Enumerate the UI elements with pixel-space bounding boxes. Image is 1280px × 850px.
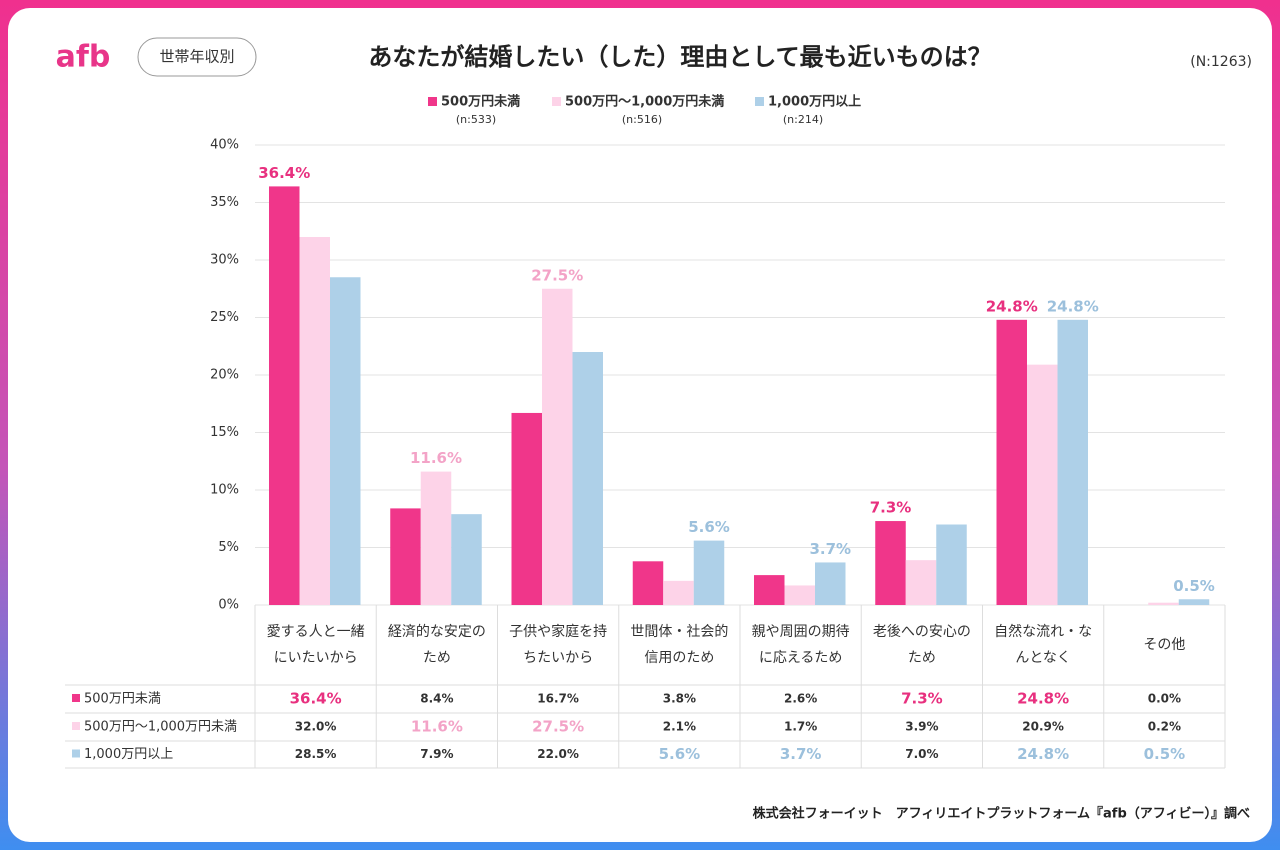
x-tick-label: その他: [1143, 637, 1186, 653]
table-cell: 36.4%: [290, 690, 342, 708]
row-swatch: [72, 749, 80, 758]
table-cell: 2.1%: [663, 720, 696, 734]
y-tick-label: 10%: [210, 483, 239, 498]
bar: [542, 288, 573, 605]
x-tick-label: 自然な流れ・なんとなく: [994, 624, 1093, 666]
table-cell: 0.0%: [1148, 692, 1181, 706]
y-tick-label: 5%: [218, 540, 239, 555]
table-cell: 2.6%: [784, 692, 817, 706]
legend-sample: (n:516): [622, 113, 662, 126]
bar-label: 27.5%: [531, 266, 583, 284]
y-tick-label: 15%: [210, 425, 239, 440]
badge-box: [137, 37, 257, 77]
bar: [299, 237, 330, 605]
bar: [269, 186, 300, 605]
bar: [420, 471, 452, 605]
legend-label: 1,000万円以上: [768, 95, 861, 110]
table-cell: 24.8%: [1017, 745, 1069, 763]
y-tick-label: 40%: [210, 138, 239, 153]
legend-sample: (n:214): [783, 113, 823, 126]
x-tick-label: 愛する人と一緒にいたいから: [266, 624, 365, 666]
table-cell: 11.6%: [411, 718, 463, 736]
x-tick-label: 老後への安心のため: [872, 624, 971, 666]
table-cell: 0.2%: [1148, 720, 1181, 734]
legend-swatch: [428, 97, 437, 106]
bar: [330, 277, 361, 605]
row-label: 500万円〜1,000万円未満: [84, 720, 237, 735]
table-cell: 8.4%: [420, 692, 453, 706]
bar: [1027, 364, 1058, 605]
bar: [784, 585, 815, 605]
bar: [511, 412, 542, 605]
bar: [754, 575, 785, 605]
bar: [693, 540, 725, 605]
badge: 世帯年収別: [159, 48, 234, 66]
bar: [1148, 602, 1179, 605]
bar-label: 24.8%: [986, 297, 1038, 315]
table-cell: 5.6%: [659, 745, 701, 763]
x-tick-label: 経済的な安定のため: [387, 624, 486, 666]
bar-label: 36.4%: [258, 164, 310, 182]
row-label: 1,000万円以上: [84, 747, 173, 762]
table-cell: 1.7%: [784, 720, 817, 734]
y-tick-label: 25%: [210, 310, 239, 325]
sample-total: (N:1263): [1190, 54, 1252, 70]
legend-label: 500万円〜1,000万円未満: [565, 94, 724, 110]
bar-label: 11.6%: [410, 449, 462, 467]
logo: afb: [56, 40, 111, 75]
table-cell: 20.9%: [1022, 720, 1064, 734]
source: 株式会社フォーイット アフィリエイトプラットフォーム『afb（アフィビー）』調べ: [753, 806, 1250, 822]
bar-label: 0.5%: [1173, 577, 1215, 595]
legend-label: 500万円未満: [441, 94, 520, 110]
table-cell: 22.0%: [537, 747, 579, 761]
legend-sample: (n:533): [456, 113, 496, 126]
table-cell: 7.0%: [905, 747, 938, 761]
bar: [1178, 599, 1210, 605]
row-swatch: [72, 722, 80, 730]
table-cell: 27.5%: [532, 718, 584, 736]
chart-title: あなたが結婚したい（した）理由として最も近いものは？: [368, 43, 991, 71]
y-tick-label: 0%: [218, 598, 239, 613]
y-tick-label: 20%: [210, 368, 239, 383]
bar-label: 7.3%: [870, 499, 912, 517]
bar: [663, 580, 694, 605]
table-cell: 24.8%: [1017, 690, 1069, 708]
bar: [905, 560, 937, 605]
bar: [815, 562, 846, 605]
bar: [390, 508, 421, 605]
bar: [875, 521, 906, 605]
row-label: 500万円未満: [84, 692, 161, 707]
row-swatch: [72, 694, 80, 702]
table-cell: 28.5%: [295, 747, 337, 761]
table-cell: 7.3%: [901, 690, 943, 708]
table-cell: 32.0%: [295, 720, 337, 734]
bar-label: 3.7%: [809, 540, 851, 558]
bar: [451, 514, 482, 605]
bar-label: 5.6%: [688, 518, 730, 536]
table-cell: 3.8%: [663, 692, 696, 706]
bar: [572, 352, 603, 605]
table-cell: 16.7%: [537, 692, 579, 706]
x-tick-label: 子供や家庭を持ちたいから: [509, 624, 608, 666]
bar: [632, 561, 664, 605]
table-cell: 7.9%: [420, 747, 453, 761]
y-tick-label: 35%: [210, 195, 239, 210]
table-cell: 0.5%: [1144, 745, 1186, 763]
bar: [996, 319, 1027, 605]
y-tick-label: 30%: [210, 253, 239, 268]
bar: [936, 524, 967, 605]
x-tick-label: 世間体・社会的信用のため: [630, 624, 729, 666]
bar-label: 24.8%: [1047, 297, 1099, 315]
table-cell: 3.9%: [905, 720, 938, 734]
table-cell: 3.7%: [780, 745, 822, 763]
legend-swatch: [552, 97, 561, 106]
x-tick-label: 親や周囲の期待に応えるため: [751, 624, 850, 666]
bar: [1057, 319, 1088, 605]
legend-swatch: [755, 97, 764, 106]
